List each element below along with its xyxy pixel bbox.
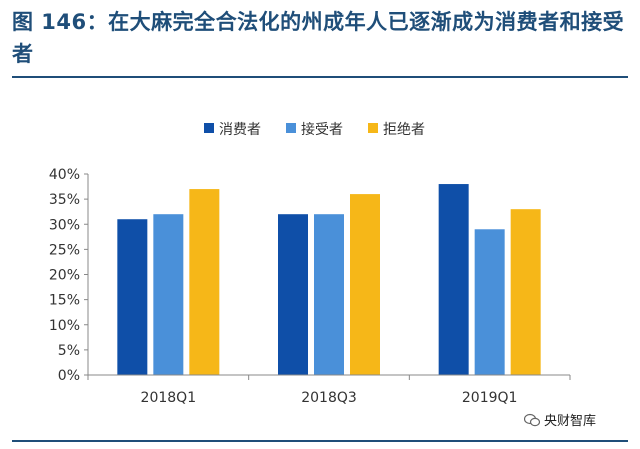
watermark: 央财智库 [524,410,596,429]
y-tick-label: 0% [58,368,80,384]
x-tick-label: 2019Q1 [462,390,518,406]
bar-2019Q1-2 [474,229,505,375]
y-tick-label: 40% [49,167,80,183]
wechat-icon [524,413,540,426]
legend-label: 消费者 [219,122,261,138]
watermark-text: 央财智库 [544,414,597,429]
x-axis: 2018Q1 2018Q3 2019Q1 [87,374,571,406]
bar-2018Q3-1 [278,214,308,375]
legend-label: 接受者 [301,121,343,138]
legend-swatch [204,123,214,133]
y-tick-label: 30% [49,217,80,233]
legend-swatch [286,123,296,133]
y-tick-label: 10% [49,318,80,334]
bar-2018Q1-3 [189,189,220,375]
bar-2019Q1-3 [510,209,541,375]
x-tick-label: 2018Q3 [301,390,357,406]
legend: 消费者 接受者 拒绝者 [204,121,425,138]
y-axis: 0% 5% 10% 15% 20% 25% 30% 35% 40% [49,167,89,384]
legend-swatch [368,123,378,133]
bar-2018Q3-2 [314,214,344,375]
legend-label: 拒绝者 [383,122,425,138]
y-tick-label: 5% [58,343,80,359]
bottom-rule [12,440,628,442]
x-tick-label: 2018Q1 [141,390,197,406]
figure-title: 图 146：在大麻完全合法化的州成年人已逐渐成为消费者和接受者 [12,10,625,66]
bars [117,184,541,375]
y-tick-label: 35% [49,192,80,208]
bar-2019Q1-1 [438,184,469,375]
y-tick-label: 20% [49,268,80,284]
bar-2018Q1-1 [117,219,148,375]
bar-2018Q1-2 [153,214,184,375]
bar-2018Q3-3 [350,194,380,375]
top-rule [12,76,628,78]
y-tick-label: 25% [49,242,80,258]
y-tick-label: 15% [49,293,80,309]
